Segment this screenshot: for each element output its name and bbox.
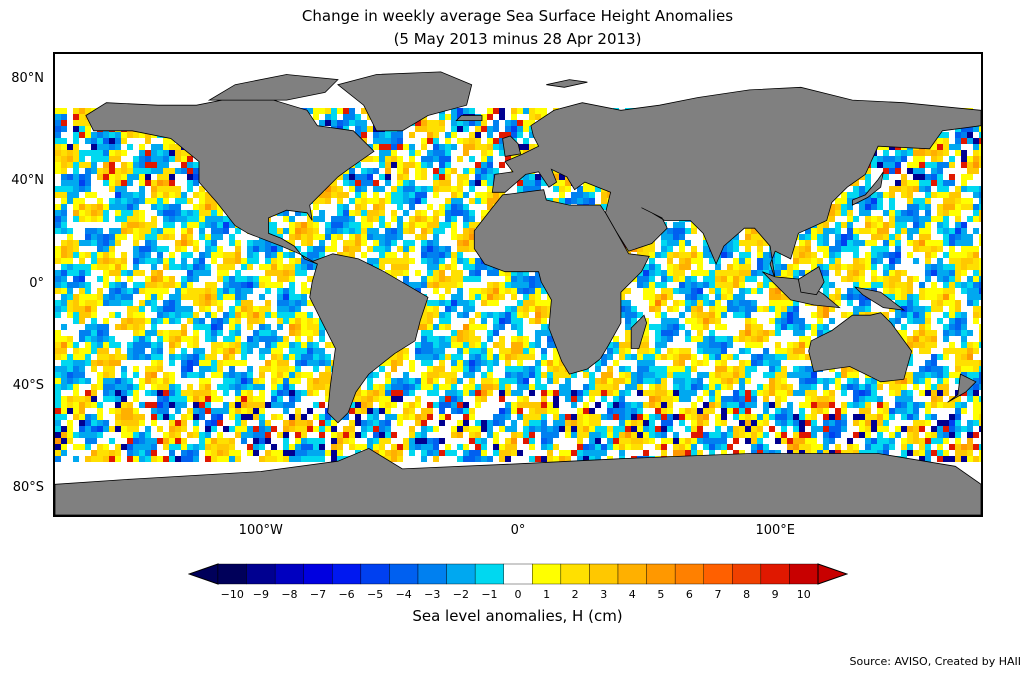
land-canadian-arctic <box>207 74 339 101</box>
colorbar-tick-label: 2 <box>571 588 579 601</box>
land-eurasia <box>491 86 981 280</box>
colorbar-segment <box>789 563 819 585</box>
colorbar-segment <box>303 563 333 585</box>
colorbar-segment <box>246 563 276 585</box>
colorbar-segment <box>332 563 362 585</box>
colorbar-tick-label: 8 <box>743 588 751 601</box>
colorbar-tick-label: 0 <box>514 588 522 601</box>
colorbar-tick-label: 10 <box>796 588 811 601</box>
land-uk <box>502 135 522 157</box>
colorbar-extend-low <box>188 563 219 585</box>
land-svalbard <box>546 79 588 88</box>
colorbar-tick-label: 1 <box>543 588 551 601</box>
latitude-label: 40°S <box>12 377 44 393</box>
land-new-guinea <box>853 286 906 311</box>
land-iceland <box>455 115 483 121</box>
colorbar-segment <box>217 563 247 585</box>
colorbar-tick-label: −9 <box>252 588 269 601</box>
latitude-label: 80°N <box>11 70 44 86</box>
colorbar-segment <box>732 563 762 585</box>
map-panel <box>53 52 983 517</box>
land-south-america <box>309 253 429 424</box>
sea-height-map <box>55 71 981 515</box>
colorbar-segment <box>674 563 704 585</box>
colorbar-tick-label: −5 <box>367 588 384 601</box>
colorbar-tick-label: 9 <box>771 588 779 601</box>
colorbar-segment <box>503 563 533 585</box>
colorbar-segment <box>532 563 562 585</box>
colorbar-segment <box>703 563 733 585</box>
latitude-label: 0° <box>29 275 44 291</box>
land-japan <box>852 171 884 206</box>
colorbar-tick-label: −4 <box>395 588 412 601</box>
colorbar-tick-label: 3 <box>600 588 608 601</box>
map-subtitle: (5 May 2013 minus 28 Apr 2013) <box>393 30 642 48</box>
land-antarctica <box>55 447 981 515</box>
colorbar-tick-label: −2 <box>452 588 469 601</box>
colorbar-tick-label: −7 <box>309 588 327 601</box>
colorbar-segment <box>646 563 676 585</box>
land-madagascar <box>630 314 648 349</box>
colorbar-tick-label: −10 <box>220 588 244 601</box>
colorbar-extend-high <box>817 563 848 585</box>
land-greenland <box>337 71 473 132</box>
colorbar-segment <box>274 563 304 585</box>
colorbar-segment <box>589 563 619 585</box>
longitude-label: 100°E <box>755 523 795 538</box>
land-new-zealand <box>947 373 977 403</box>
land-africa <box>473 189 650 375</box>
latitude-label: 40°N <box>11 173 44 189</box>
colorbar-segment <box>417 563 447 585</box>
land-masses <box>55 71 981 515</box>
land-north-america <box>85 97 375 265</box>
colorbar-tick-label: −8 <box>281 588 298 601</box>
longitude-label: 100°W <box>238 523 283 538</box>
colorbar-tick-label: 5 <box>657 588 665 601</box>
colorbar-segment <box>446 563 476 585</box>
land-australia <box>808 312 913 383</box>
latitude-label: 80°S <box>12 480 44 496</box>
colorbar-segment <box>389 563 419 585</box>
colorbar-tick-label: −6 <box>338 588 355 601</box>
source-credit: Source: AVISO, Created by HAII <box>849 655 1021 668</box>
colorbar-tick-label: 7 <box>714 588 722 601</box>
colorbar-tick-label: −1 <box>481 588 498 601</box>
colorbar-segment <box>760 563 790 585</box>
map-title: Change in weekly average Sea Surface Hei… <box>301 7 734 25</box>
longitude-label: 0° <box>510 523 526 538</box>
colorbar-tick-label: 6 <box>685 588 693 601</box>
colorbar-tick-label: 4 <box>628 588 636 601</box>
colorbar-segment <box>617 563 647 585</box>
colorbar-segment <box>474 563 504 585</box>
colorbar-segment <box>360 563 390 585</box>
colorbar-tick-label: −3 <box>424 588 441 601</box>
colorbar-label: Sea level anomalies, H (cm) <box>412 607 623 625</box>
colorbar <box>188 563 848 585</box>
land-borneo <box>797 265 825 296</box>
colorbar-segment <box>560 563 590 585</box>
